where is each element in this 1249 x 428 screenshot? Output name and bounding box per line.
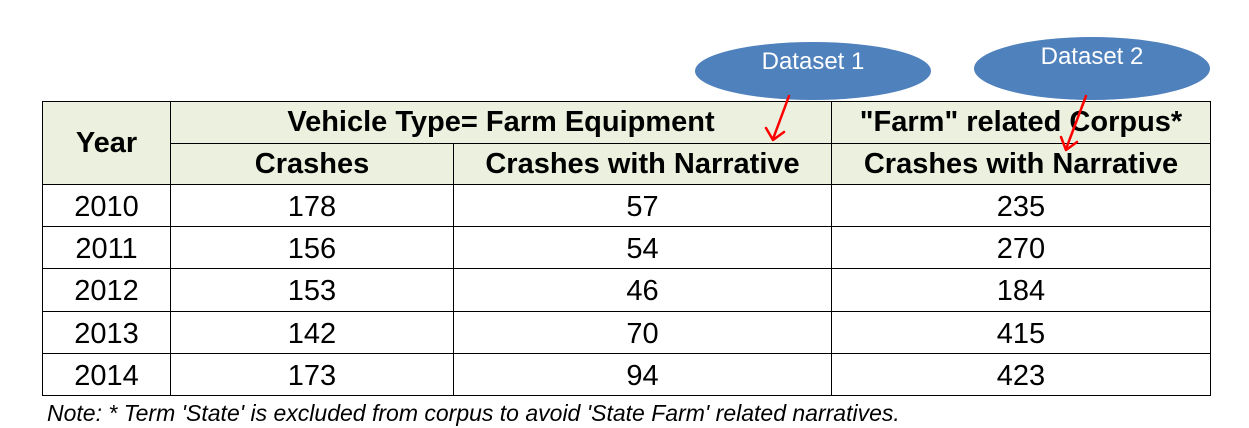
year-header: Year xyxy=(42,101,171,185)
crashes-cell: 153 xyxy=(170,268,454,312)
crashes-header: Crashes xyxy=(170,143,454,185)
year-cell: 2010 xyxy=(42,183,171,228)
table-row: 2014 173 94 423 xyxy=(42,352,1211,397)
footnote: Note: * Term 'State' is excluded from co… xyxy=(47,400,900,426)
table-row: 2010 178 57 235 xyxy=(42,183,1211,228)
crash-data-table: Year Vehicle Type= Farm Equipment "Farm"… xyxy=(42,101,1211,397)
narrative-cell: 57 xyxy=(453,183,832,228)
corpus-narrative-cell: 415 xyxy=(831,310,1211,354)
year-cell: 2011 xyxy=(42,226,171,270)
crashes-cell: 178 xyxy=(170,183,454,228)
corpus-narrative-cell: 235 xyxy=(831,183,1211,228)
narrative-cell: 94 xyxy=(453,352,832,397)
table-row: 2013 142 70 415 xyxy=(42,310,1211,354)
year-cell: 2012 xyxy=(42,268,171,312)
corpus-narrative-cell: 184 xyxy=(831,268,1211,312)
corpus-crashes-with-narrative-header: Crashes with Narrative xyxy=(831,143,1211,185)
dataset-1-label: Dataset 1 xyxy=(761,48,865,75)
year-cell: 2014 xyxy=(42,352,171,397)
sub-header-row: Crashes Crashes with Narrative Crashes w… xyxy=(43,143,1211,185)
narrative-cell: 46 xyxy=(453,268,832,312)
dataset-2-label: Dataset 2 xyxy=(1040,43,1144,70)
farm-corpus-header: "Farm" related Corpus* xyxy=(831,101,1211,144)
corpus-narrative-cell: 270 xyxy=(831,226,1211,270)
vehicle-type-header: Vehicle Type= Farm Equipment xyxy=(170,101,832,144)
dataset-2-callout: Dataset 2 xyxy=(974,37,1210,100)
table-row: 2012 153 46 184 xyxy=(42,268,1211,312)
table-row: 2011 156 54 270 xyxy=(42,226,1211,270)
corpus-narrative-cell: 423 xyxy=(831,352,1211,397)
crashes-cell: 156 xyxy=(170,226,454,270)
crashes-cell: 173 xyxy=(170,352,454,397)
dataset-1-callout: Dataset 1 xyxy=(695,42,931,100)
crashes-with-narrative-header: Crashes with Narrative xyxy=(453,143,832,185)
year-cell: 2013 xyxy=(42,310,171,354)
group-header-row: Year Vehicle Type= Farm Equipment "Farm"… xyxy=(42,101,1211,185)
crashes-cell: 142 xyxy=(170,310,454,354)
narrative-cell: 54 xyxy=(453,226,832,270)
narrative-cell: 70 xyxy=(453,310,832,354)
